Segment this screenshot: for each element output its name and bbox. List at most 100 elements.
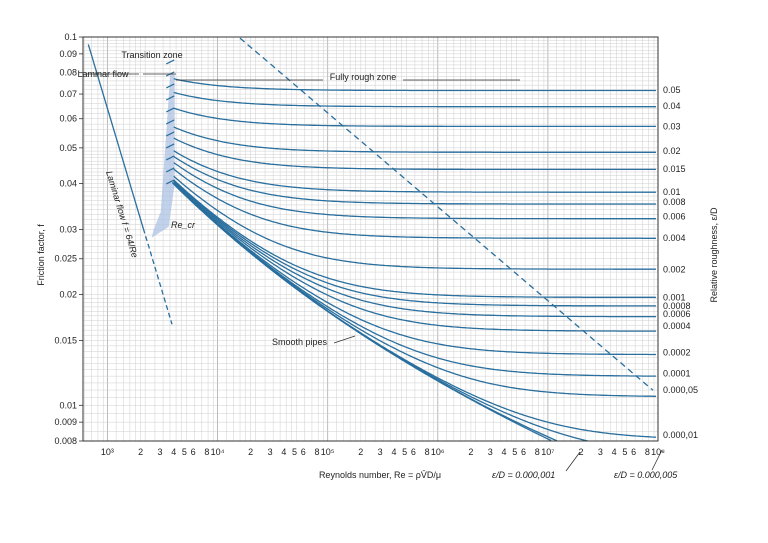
y2-axis-label: Relative roughness, ε/D [709, 207, 719, 303]
x-tick-decade: 10⁸ [651, 447, 665, 457]
roughness-curve [173, 181, 656, 318]
x-tick-minor: 2 [248, 447, 253, 457]
x-tick-minor: 2 [468, 447, 473, 457]
roughness-label: 0.0001 [663, 369, 691, 379]
x-tick-minor: 3 [598, 447, 603, 457]
smooth-pipe-curve [171, 182, 552, 442]
roughness-label: 0.05 [663, 85, 681, 95]
x-tick-minor: 5 [292, 447, 297, 457]
x-tick-minor: 8 [204, 447, 209, 457]
laminar-line [87, 44, 144, 229]
roughness-curve [173, 91, 656, 108]
roughness-label: 0.01 [663, 187, 681, 197]
y-tick-label: 0.009 [54, 417, 77, 427]
recr-dash [165, 155, 175, 161]
roughness-curve [173, 107, 656, 128]
plot-frame [82, 36, 663, 472]
roughness-label: 0.000,01 [663, 430, 698, 440]
x-tick-minor: 8 [314, 447, 319, 457]
x-tick-decade: 10⁷ [541, 447, 554, 457]
recr-dash [165, 143, 175, 149]
x-tick-minor: 5 [622, 447, 627, 457]
roughness-labels: 0.05 0.04 0.03 0.02 0.015 0.010.008 0.006 0.004… [663, 85, 698, 440]
x-tick-minor: 3 [488, 447, 493, 457]
eps-000001-leader [565, 451, 581, 472]
roughness-label: 0.0002 [663, 348, 691, 358]
y-tick-label: 0.015 [54, 335, 77, 345]
roughness-curve [173, 168, 656, 239]
chart-grid [83, 36, 659, 442]
recr-dash [165, 119, 175, 125]
roughness-label: 0.0008 [663, 301, 691, 311]
y-tick-label: 0.02 [59, 289, 77, 299]
roughness-label: 0.001 [663, 293, 686, 303]
x-tick-minor: 2 [579, 447, 584, 457]
x-tick-minor: 4 [171, 447, 176, 457]
laminar-line-extension [142, 228, 173, 325]
plot-border [82, 36, 659, 442]
roughness-label: 0.02 [663, 146, 681, 156]
x-tick-decade: 10³ [101, 447, 114, 457]
x-tick-minor: 4 [391, 447, 396, 457]
roughness-label: 0.0006 [663, 309, 691, 319]
roughness-curve [173, 126, 656, 153]
y-axis-label: Friction factor, f [36, 224, 46, 286]
x-tick-minor: 8 [645, 447, 650, 457]
roughness-curve [173, 182, 656, 356]
y-tick-label: 0.1 [64, 32, 77, 42]
annotation-eps-000005: ε/D = 0.000,005 [614, 470, 678, 480]
roughness-label: 0.006 [663, 211, 686, 221]
roughness-curve [173, 155, 656, 205]
y-tick-label: 0.04 [59, 179, 77, 189]
roughness-label: 0.03 [663, 121, 681, 131]
recr-dash [165, 167, 175, 173]
roughness-curve [173, 162, 656, 220]
y-tick-label: 0.01 [59, 400, 77, 410]
roughness-label: 0.000,05 [663, 385, 698, 395]
x-tick-minor: 4 [281, 447, 286, 457]
x-tick-minor: 2 [358, 447, 363, 457]
y-tick-label: 0.008 [54, 436, 77, 446]
x-tick-decade: 10⁵ [321, 447, 335, 457]
y-tick-label: 0.03 [59, 225, 77, 235]
annotation-smooth-pipes: Smooth pipes [272, 337, 328, 347]
y-tick-label: 0.025 [54, 254, 77, 264]
y-tick-label: 0.07 [59, 89, 77, 99]
recr-dash [165, 59, 175, 65]
eps-000005-leader [651, 449, 663, 471]
x-tick-minor: 4 [502, 447, 507, 457]
x-tick-minor: 6 [521, 447, 526, 457]
roughness-label: 0.002 [663, 264, 686, 274]
x-tick-minor: 6 [301, 447, 306, 457]
x-tick-minor: 5 [512, 447, 517, 457]
annotation-recr: Re_cr [171, 220, 196, 230]
recr-dash [165, 179, 175, 185]
roughness-curve [173, 137, 656, 171]
roughness-curve [173, 175, 656, 270]
roughness-label: 0.04 [663, 101, 681, 111]
roughness-label: 0.008 [663, 197, 686, 207]
x-tick-minor: 8 [425, 447, 430, 457]
x-tick-minor: 2 [138, 447, 143, 457]
roughness-curve [173, 78, 656, 92]
transition-zone-shading [151, 74, 175, 238]
axis-ticks: 0.10.090.080.070.060.050.040.030.0250.02… [54, 32, 665, 457]
x-axis-label: Reynolds number, Re = ρV̄D/μ [319, 470, 441, 480]
roughness-curve [173, 150, 656, 193]
x-tick-minor: 6 [411, 447, 416, 457]
recr-dash [165, 95, 175, 101]
y-tick-label: 0.09 [59, 49, 77, 59]
x-tick-decade: 10⁶ [431, 447, 445, 457]
annotation-rough-zone: Fully rough zone [330, 72, 397, 82]
x-tick-minor: 8 [535, 447, 540, 457]
roughness-curve [173, 179, 657, 299]
roughness-curves [87, 37, 657, 442]
x-tick-minor: 3 [378, 447, 383, 457]
rough-zone-boundary [239, 37, 654, 391]
x-tick-minor: 5 [402, 447, 407, 457]
roughness-curve [173, 181, 656, 332]
x-tick-minor: 5 [182, 447, 187, 457]
annotation-eps-000001: ε/D = 0.000,001 [492, 470, 555, 480]
y-tick-label: 0.08 [59, 68, 77, 78]
